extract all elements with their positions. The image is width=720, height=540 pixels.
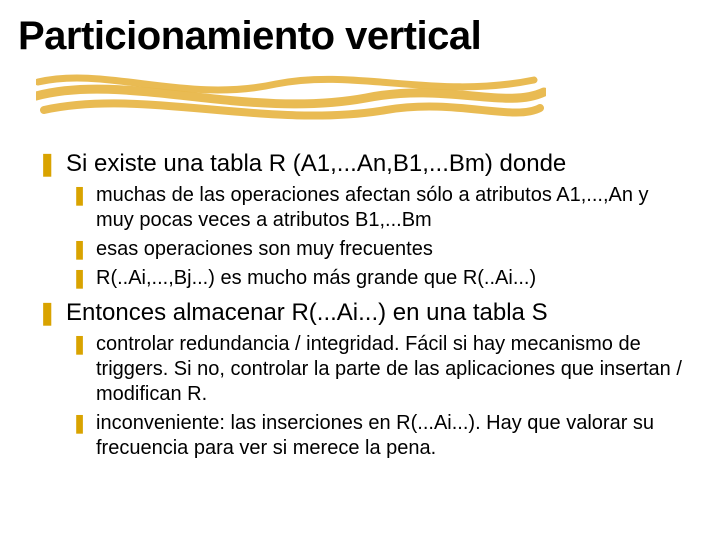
bullet-level2: ❚ esas operaciones son muy frecuentes xyxy=(72,237,688,262)
bullet-level2-text: controlar redundancia / integridad. Fáci… xyxy=(96,333,682,405)
slide-content: ❚ Si existe una tabla R (A1,...An,B1,...B… xyxy=(38,144,688,469)
bullet-level2-text: inconveniente: las inserciones en R(...A… xyxy=(96,412,654,459)
bullet-marker-icon: ❚ xyxy=(72,186,88,204)
bullet-level1: ❚ Entonces almacenar R(...Ai...) en una t… xyxy=(38,299,688,328)
bullet-level2-group: ❚ muchas de las operaciones afectan sólo … xyxy=(72,183,688,291)
title-underline-decoration xyxy=(36,70,546,126)
bullet-level1-text: Si existe una tabla R (A1,...An,B1,...Bm… xyxy=(66,150,566,177)
bullet-level1: ❚ Si existe una tabla R (A1,...An,B1,...B… xyxy=(38,150,688,179)
bullet-level2-text: muchas de las operaciones afectan sólo a… xyxy=(96,184,649,231)
bullet-level2: ❚ inconveniente: las inserciones en R(...… xyxy=(72,411,688,461)
slide: Particionamiento vertical ❚ Si existe una… xyxy=(0,0,720,540)
slide-title: Particionamiento vertical xyxy=(18,14,481,59)
bullet-level2-group: ❚ controlar redundancia / integridad. Fác… xyxy=(72,332,688,461)
bullet-level2: ❚ R(..Ai,...,Bj...) es mucho más grande q… xyxy=(72,266,688,291)
bullet-marker-icon: ❚ xyxy=(38,154,54,174)
bullet-level2-text: R(..Ai,...,Bj...) es mucho más grande qu… xyxy=(96,267,536,289)
bullet-level2-text: esas operaciones son muy frecuentes xyxy=(96,238,433,260)
bullet-level1-text: Entonces almacenar R(...Ai...) en una ta… xyxy=(66,299,548,326)
bullet-marker-icon: ❚ xyxy=(38,303,54,323)
bullet-level2: ❚ muchas de las operaciones afectan sólo … xyxy=(72,183,688,233)
bullet-level2: ❚ controlar redundancia / integridad. Fác… xyxy=(72,332,688,407)
bullet-marker-icon: ❚ xyxy=(72,335,88,353)
bullet-marker-icon: ❚ xyxy=(72,269,88,287)
bullet-marker-icon: ❚ xyxy=(72,240,88,258)
bullet-marker-icon: ❚ xyxy=(72,414,88,432)
